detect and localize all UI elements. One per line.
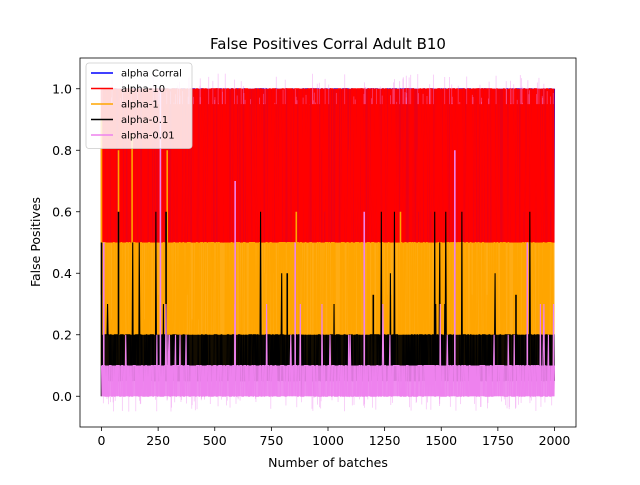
y-tick-label: 0.6: [52, 204, 72, 219]
y-axis-title: False Positives: [28, 197, 43, 287]
y-tick-label: 0.8: [52, 143, 72, 158]
chart-title: False Positives Corral Adult B10: [210, 35, 446, 53]
x-axis: 0 250 500 750 1000 1250 1500 1750 2000: [98, 427, 571, 448]
y-axis: 0.0 0.2 0.4 0.6 0.8 1.0: [52, 81, 80, 404]
y-tick-label: 0.4: [52, 266, 72, 281]
x-tick-label: 0: [98, 433, 106, 448]
legend-box: [85, 62, 193, 149]
y-tick-label: 0.0: [52, 389, 72, 404]
legend: alpha Corral alpha-10 alpha-1 alpha-0.1 alph…: [85, 62, 193, 149]
series-band: [101, 365, 555, 397]
x-tick-label: 1500: [425, 433, 457, 448]
series-alpha-0-01: [100, 88, 556, 397]
x-tick-label: 1250: [369, 433, 401, 448]
x-tick-label: 2000: [539, 433, 571, 448]
x-tick-label: 250: [146, 433, 170, 448]
legend-label: alpha-0.01: [121, 131, 175, 142]
y-tick-label: 1.0: [52, 81, 72, 96]
x-tick-label: 500: [203, 433, 227, 448]
legend-label: alpha-10: [121, 84, 165, 95]
legend-label: alpha Corral: [121, 69, 182, 80]
series-layer: [100, 73, 556, 412]
legend-label: alpha-1: [121, 100, 159, 111]
x-axis-title: Number of batches: [268, 455, 388, 470]
y-tick-label: 0.2: [52, 327, 72, 342]
x-tick-label: 750: [259, 433, 283, 448]
x-tick-label: 1750: [482, 433, 514, 448]
legend-label: alpha-0.1: [121, 115, 168, 126]
x-tick-label: 1000: [312, 433, 344, 448]
